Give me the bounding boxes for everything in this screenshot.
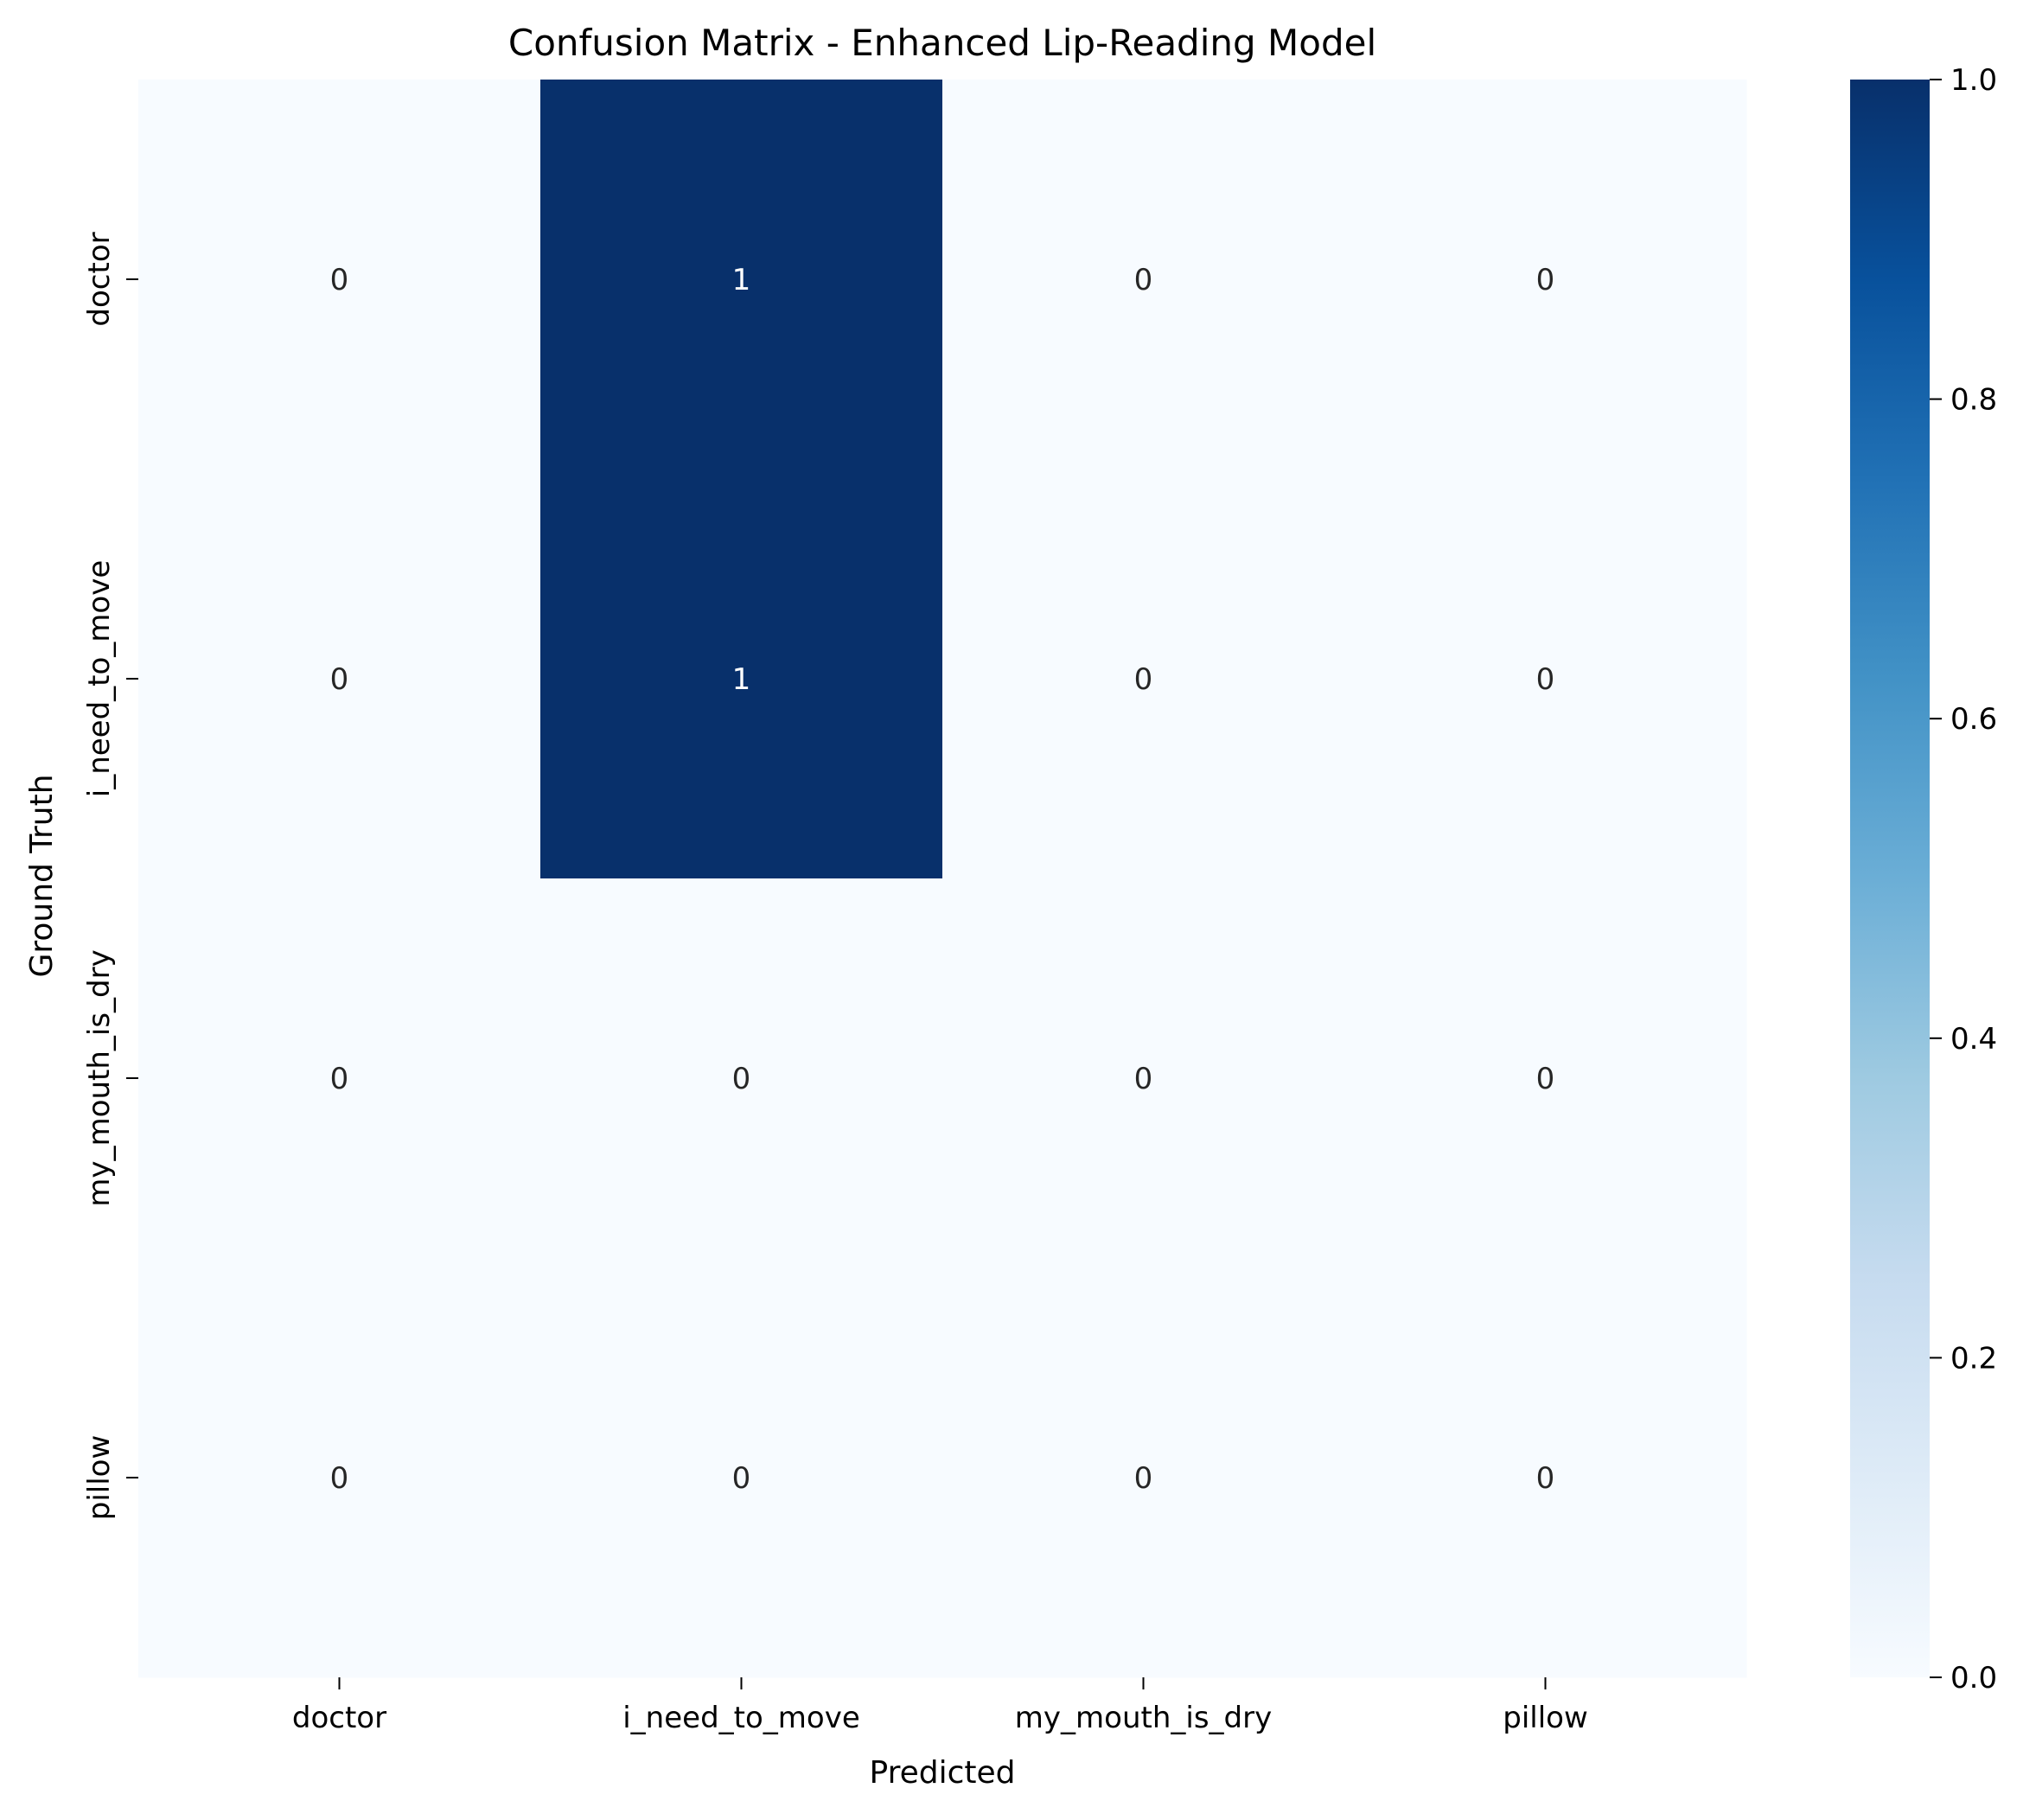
colorbar-tick-label: 0.0 bbox=[1950, 1661, 1997, 1695]
heatmap-cell bbox=[138, 878, 541, 1279]
y-tick-label: doctor bbox=[82, 232, 117, 326]
heatmap-cell bbox=[942, 878, 1345, 1279]
colorbar-tick-label: 1.0 bbox=[1950, 63, 1997, 98]
cell-value-label: 1 bbox=[732, 662, 751, 697]
heatmap-cell bbox=[540, 80, 943, 480]
heatmap-cell bbox=[540, 878, 943, 1279]
cell-value-label: 0 bbox=[1536, 263, 1555, 297]
colorbar-tick-label: 0.6 bbox=[1950, 702, 1997, 737]
cell-value-label: 0 bbox=[732, 1062, 751, 1096]
y-tick-label: i_need_to_move bbox=[82, 560, 117, 798]
heatmap-cell bbox=[942, 1278, 1345, 1678]
x-axis-label: Predicted bbox=[870, 1755, 1016, 1791]
heatmap-cells bbox=[138, 80, 1747, 1678]
colorbar-ticks: 0.0 0.2 0.4 0.6 0.8 1.0 bbox=[1930, 63, 1997, 1695]
heatmap-cell bbox=[942, 80, 1345, 480]
heatmap-cell bbox=[540, 1278, 943, 1678]
x-axis-ticks: doctor i_need_to_move my_mouth_is_dry pillo… bbox=[292, 1677, 1588, 1735]
x-tick-label: my_mouth_is_dry bbox=[1015, 1701, 1272, 1735]
cell-value-label: 0 bbox=[1134, 1461, 1153, 1496]
y-tick-label: my_mouth_is_dry bbox=[82, 949, 117, 1206]
cell-value-label: 0 bbox=[1536, 662, 1555, 697]
cell-value-label: 0 bbox=[1134, 662, 1153, 697]
cell-value-label: 0 bbox=[330, 662, 349, 697]
cell-value-label: 0 bbox=[330, 263, 349, 297]
heatmap-cell bbox=[1344, 1278, 1747, 1678]
x-tick-label: pillow bbox=[1503, 1701, 1588, 1735]
cell-value-label: 0 bbox=[330, 1461, 349, 1496]
colorbar-tick-label: 0.4 bbox=[1950, 1022, 1997, 1057]
heatmap-cell bbox=[1344, 80, 1747, 480]
x-tick-label: i_need_to_move bbox=[622, 1701, 860, 1735]
y-axis-label: Ground Truth bbox=[24, 774, 60, 977]
heatmap-cell bbox=[138, 479, 541, 879]
heatmap-cell bbox=[1344, 878, 1747, 1279]
heatmap-cell bbox=[138, 80, 541, 480]
heatmap-cell bbox=[540, 479, 943, 879]
cell-value-label: 0 bbox=[1134, 263, 1153, 297]
cell-value-label: 1 bbox=[732, 263, 751, 297]
colorbar-tick-label: 0.8 bbox=[1950, 383, 1997, 418]
cell-annotations: 0 1 0 0 0 1 0 0 0 0 0 0 0 0 0 0 bbox=[330, 263, 1555, 1496]
colorbar-tick-label: 0.2 bbox=[1950, 1341, 1997, 1376]
chart-title: Confusion Matrix - Enhanced Lip-Reading … bbox=[508, 22, 1376, 64]
cell-value-label: 0 bbox=[1134, 1062, 1153, 1096]
cell-value-label: 0 bbox=[1536, 1461, 1555, 1496]
heatmap-cell bbox=[942, 479, 1345, 879]
y-axis-ticks: doctor i_need_to_move my_mouth_is_drypillo… bbox=[82, 232, 138, 1520]
heatmap-cell bbox=[1344, 479, 1747, 879]
cell-value-label: 0 bbox=[732, 1461, 751, 1496]
x-tick-label: doctor bbox=[292, 1701, 386, 1735]
heatmap-cell bbox=[138, 1278, 541, 1678]
cell-value-label: 0 bbox=[330, 1062, 349, 1096]
colorbar bbox=[1850, 80, 1930, 1677]
y-tick-label: pillow bbox=[82, 1435, 117, 1521]
cell-value-label: 0 bbox=[1536, 1062, 1555, 1096]
